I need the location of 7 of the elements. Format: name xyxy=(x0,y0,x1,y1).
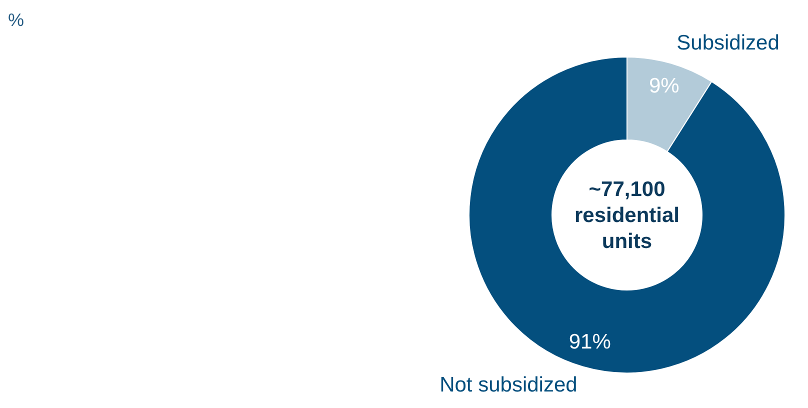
data-label: 91% xyxy=(568,330,611,354)
slice-label: Subsidized xyxy=(676,32,780,55)
slice-label: Not subsidized xyxy=(440,373,578,396)
text: ~77,100 residential units xyxy=(574,178,680,253)
text: % xyxy=(8,10,24,30)
donut-slice xyxy=(468,56,786,374)
data-label: 9% xyxy=(648,74,680,98)
